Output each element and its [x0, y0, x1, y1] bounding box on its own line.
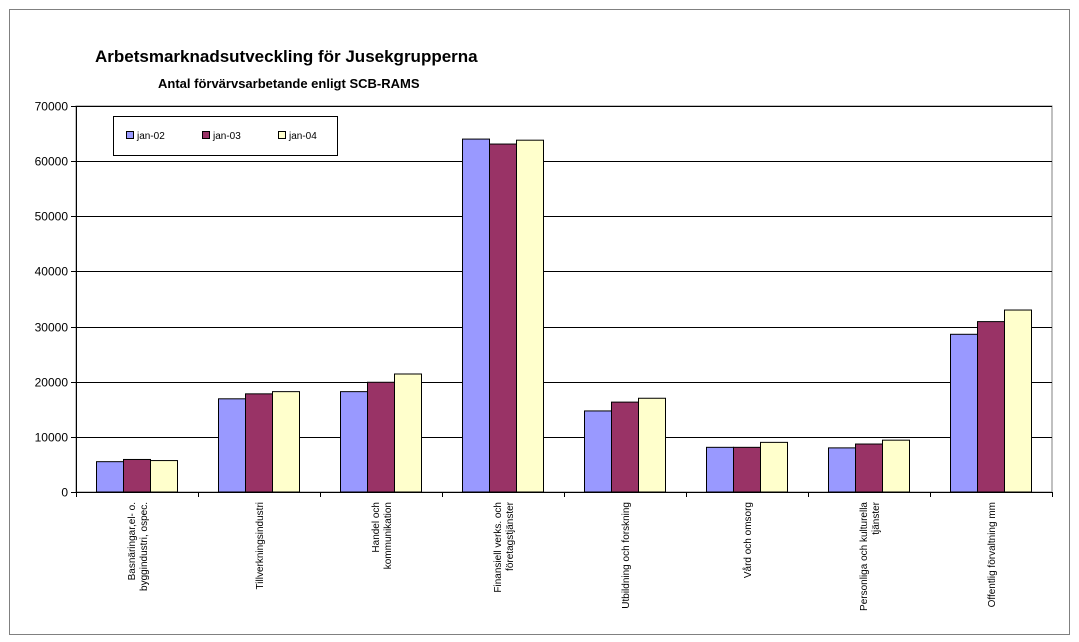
y-tick-label: 0: [61, 486, 68, 500]
bar: [584, 410, 612, 493]
x-category-label: Personliga och kulturellatjänster: [859, 501, 882, 611]
bar: [96, 461, 124, 493]
bar: [706, 446, 734, 493]
bar: [1004, 309, 1032, 493]
bar: [462, 138, 490, 493]
y-tick-label: 60000: [35, 155, 69, 169]
legend-label: jan-04: [288, 131, 317, 142]
x-category-label: Basnäringar,el- o.byggindustri, ospec.: [127, 502, 150, 591]
bar: [611, 401, 639, 493]
bar: [733, 446, 761, 493]
x-category-label: Utbildning och forskning: [621, 502, 632, 609]
y-tick-label: 10000: [35, 431, 69, 445]
chart-subtitle: Antal förvärvsarbetande enligt SCB-RAMS: [158, 76, 420, 91]
y-tick-label: 20000: [35, 376, 69, 390]
legend-swatch: [126, 131, 134, 139]
axes: [71, 106, 1053, 497]
bar: [245, 393, 273, 493]
legend-label: jan-03: [212, 131, 241, 142]
y-tick-label: 50000: [35, 210, 69, 224]
bar: [367, 381, 395, 493]
bar: [340, 391, 368, 493]
x-category-label: Tillverkningsindustri: [255, 502, 266, 589]
bar: [760, 441, 788, 493]
bar: [950, 333, 978, 493]
bar: [516, 139, 544, 493]
bar: [638, 397, 666, 493]
y-tick-label: 70000: [35, 100, 69, 114]
x-category-label: Finansiell verks. ochföretagstjänster: [493, 501, 516, 592]
bar: [855, 443, 883, 493]
x-category-label: Vård och omsorg: [742, 502, 754, 578]
axis-labels: 0 10000 20000 30000 40000 50000 60000 70000 Basn…: [35, 100, 998, 611]
legend-swatch: [278, 131, 286, 139]
legend-label: jan-02: [136, 131, 165, 142]
legend: jan-02 jan-03 jan-04: [113, 116, 338, 156]
y-tick-label: 30000: [35, 321, 69, 335]
bar: [218, 398, 246, 493]
x-category-label: Handel ochkommunikation: [371, 502, 394, 569]
bar: [489, 143, 517, 493]
x-category-label: Offentlig förvaltning mm: [987, 502, 998, 607]
bar: [828, 447, 856, 493]
bar: [272, 391, 300, 493]
legend-box: [113, 116, 338, 156]
bar: [977, 321, 1005, 493]
bar: [150, 460, 178, 493]
bar: [123, 458, 151, 493]
y-tick-label: 40000: [35, 265, 69, 279]
bar: [882, 439, 910, 493]
legend-swatch: [202, 131, 210, 139]
chart-title: Arbetsmarknadsutveckling för Jusekgruppe…: [95, 47, 478, 66]
bar: [394, 373, 422, 493]
